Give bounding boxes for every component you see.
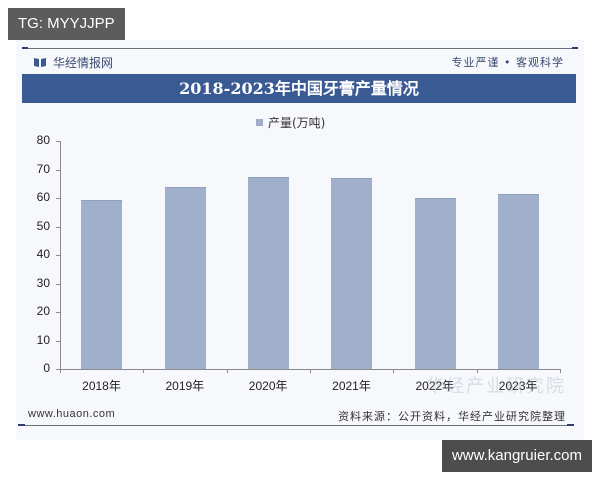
x-tick — [310, 369, 311, 373]
y-tick — [56, 198, 60, 199]
plot-area: 0 10 20 30 40 50 60 70 80 2018年 2019年 2020年 2021年 202… — [37, 133, 561, 393]
y-tick-label: 60 — [36, 190, 50, 204]
y-tick-label: 30 — [36, 275, 50, 290]
slogan: 专业严谨 • 客观科学 — [451, 56, 564, 69]
x-tick — [560, 369, 561, 373]
y-tick — [56, 283, 60, 285]
chart-footer: www.huaon.com 资料来源：公开资料，华经产业研究院整理 — [16, 404, 584, 428]
y-tick-label: 20 — [36, 304, 50, 318]
x-tick — [393, 369, 395, 373]
footer-url: www.huaon.com — [28, 408, 116, 420]
bar-2020年 — [247, 176, 289, 369]
x-tick-label: 2023年 — [498, 379, 538, 393]
y-tick-label: 40 — [36, 247, 50, 261]
x-tick-label: 2021年 — [332, 379, 371, 393]
x-tick — [143, 369, 145, 373]
y-tick — [56, 369, 60, 370]
y-tick — [56, 255, 60, 256]
bar-2022年 — [414, 198, 456, 369]
x-tick — [476, 369, 478, 373]
y-tick-label: 80 — [36, 133, 50, 147]
y-tick — [56, 226, 60, 228]
top-divider — [22, 47, 578, 49]
legend-label: 产量(万吨) — [268, 116, 326, 130]
bottom-divider — [18, 424, 574, 426]
legend-swatch-icon — [256, 119, 263, 126]
site-watermark-badge: www.kangruier.com — [441, 440, 592, 472]
y-tick-label: 50 — [36, 218, 50, 233]
chart-title: 2018-2023年中国牙膏产量情况 — [22, 74, 576, 103]
bar-2019年 — [164, 186, 206, 369]
bar-2021年 — [331, 178, 373, 369]
y-tick — [56, 169, 60, 171]
bar-2023年 — [497, 194, 539, 369]
y-axis — [60, 141, 61, 369]
brand-header: 华经情报网 — [34, 52, 113, 72]
brand-name: 华经情报网 — [53, 55, 114, 70]
y-tick — [56, 340, 60, 342]
tg-watermark-badge: TG: MYYJJPP — [8, 8, 125, 40]
x-tick-label: 2022年 — [415, 379, 455, 393]
x-tick-label: 2020年 — [248, 379, 288, 393]
x-tick-label: 2018年 — [82, 379, 121, 393]
brand-logo-icon — [34, 57, 46, 67]
x-tick — [60, 369, 61, 373]
y-tick-label: 0 — [43, 361, 50, 375]
x-tick — [226, 369, 228, 373]
y-tick — [56, 141, 60, 142]
y-tick-label: 10 — [36, 332, 50, 347]
chart-legend: 产量(万吨) — [256, 114, 325, 131]
y-tick-label: 70 — [36, 161, 50, 176]
footer-source: 资料来源：公开资料，华经产业研究院整理 — [338, 410, 566, 423]
watermark-text: 华经产业研究院 — [426, 376, 566, 397]
y-tick — [56, 312, 60, 313]
x-tick-label: 2019年 — [165, 379, 205, 393]
chart-card: 华经情报网 专业严谨 • 客观科学 2018-2023年中国牙膏产量情况 产量(… — [16, 40, 584, 440]
bar-2018年 — [81, 199, 123, 369]
